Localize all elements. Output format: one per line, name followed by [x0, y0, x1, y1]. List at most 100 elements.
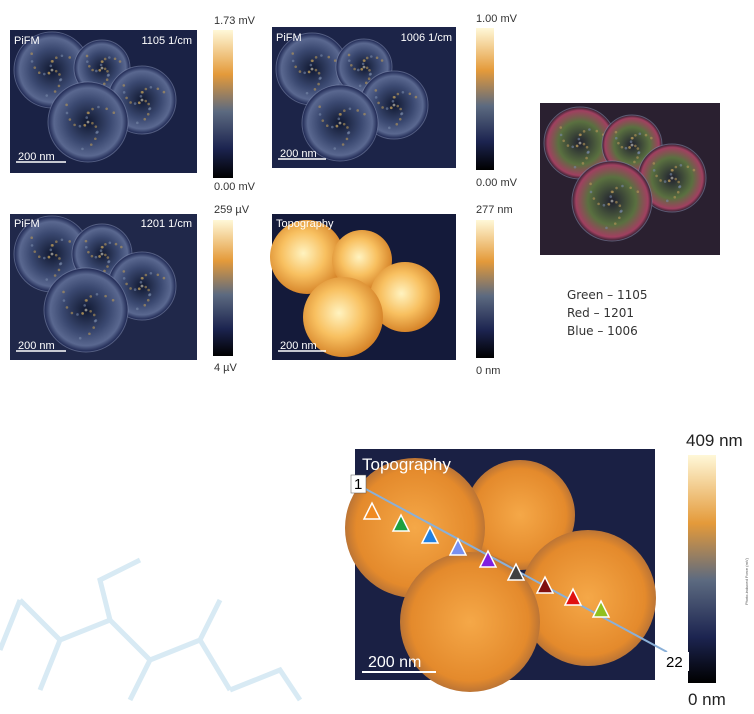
speckle [331, 126, 334, 129]
speckle [38, 71, 41, 74]
speckle [93, 314, 96, 317]
colorbar [476, 220, 494, 358]
speckle [55, 70, 58, 73]
speckle [628, 146, 631, 149]
speckle [123, 277, 126, 280]
cbar-min: 0 nm [476, 365, 500, 377]
speckle [368, 69, 371, 72]
speckle [109, 241, 112, 244]
speckle [375, 89, 378, 92]
speckle [138, 102, 141, 105]
speckle [393, 104, 396, 107]
speckle [163, 91, 166, 94]
speckle [91, 69, 94, 72]
speckle [98, 255, 101, 258]
scale-label: 200 nm [280, 340, 317, 352]
speckle [100, 64, 103, 67]
speckle [140, 95, 143, 98]
speckle [299, 70, 302, 73]
speckle [85, 309, 88, 312]
speckle [631, 137, 634, 140]
speckle [675, 166, 678, 169]
speckle [79, 125, 82, 128]
speckle [89, 295, 92, 298]
images [10, 27, 720, 692]
speckle [33, 66, 36, 69]
speckle [306, 92, 309, 95]
speckle [673, 196, 676, 199]
speckle [113, 111, 116, 114]
speckle [30, 52, 33, 55]
speckle [366, 67, 369, 70]
axis-label: Photo-induced Force (mV) [744, 557, 749, 605]
cbar-min: 0.00 mV [476, 177, 518, 189]
cbar-min: 0.00 mV [214, 181, 256, 193]
speckle [104, 295, 107, 298]
speckle [620, 210, 623, 213]
speckle [55, 254, 58, 257]
speckle [687, 165, 690, 168]
speckle [108, 56, 111, 59]
speckle [618, 216, 621, 219]
speckle [149, 293, 152, 296]
speckle [101, 253, 104, 256]
speckle [45, 278, 48, 281]
speckle [91, 108, 94, 111]
speckle [51, 60, 54, 63]
speckle [108, 260, 111, 263]
speckle [336, 125, 339, 128]
speckle [73, 124, 76, 127]
speckle [363, 66, 366, 69]
speckle [671, 169, 674, 172]
speckle [144, 286, 147, 289]
cbar-max: 1.73 mV [214, 15, 256, 27]
speckle [659, 179, 662, 182]
speckle [83, 304, 86, 307]
speckle [107, 256, 110, 259]
speckle [123, 91, 126, 94]
speckle [350, 64, 353, 67]
speckle [69, 118, 72, 121]
speckle [150, 272, 153, 275]
speckle [609, 195, 612, 198]
speckle [96, 131, 99, 134]
speckle [395, 123, 398, 126]
speckle [104, 58, 107, 61]
colorbar [213, 220, 233, 356]
speckle [653, 169, 656, 172]
speckle [43, 73, 46, 76]
speckle [597, 203, 600, 206]
speckle [157, 273, 160, 276]
speckle [50, 65, 53, 68]
cbar-min: 0 nm [688, 690, 726, 709]
speckle [357, 69, 360, 72]
speckle [62, 291, 65, 294]
speckle [381, 59, 384, 62]
speckle [123, 84, 126, 87]
speckle [388, 127, 391, 130]
speckle [370, 55, 373, 58]
speckle [61, 54, 64, 57]
speckle [393, 96, 396, 99]
speckle [653, 162, 656, 165]
speckle [589, 183, 592, 186]
speckle [51, 244, 54, 247]
speckle [55, 56, 58, 59]
speckle [348, 131, 351, 134]
speckle [615, 187, 618, 190]
speckle [615, 201, 618, 204]
legend-item: Blue – 1006 [567, 324, 638, 338]
speckle [147, 299, 150, 302]
speckle [96, 293, 99, 296]
wavenumber: 1006 1/cm [401, 32, 452, 44]
speckle [333, 147, 336, 150]
speckle [593, 197, 596, 200]
speckle [55, 240, 58, 243]
speckle [30, 236, 33, 239]
speckle [582, 162, 585, 165]
speckle [578, 138, 581, 141]
speckle [693, 169, 696, 172]
speckle [583, 143, 586, 146]
speckle [87, 121, 90, 124]
cbar-min: 4 µV [214, 362, 238, 374]
